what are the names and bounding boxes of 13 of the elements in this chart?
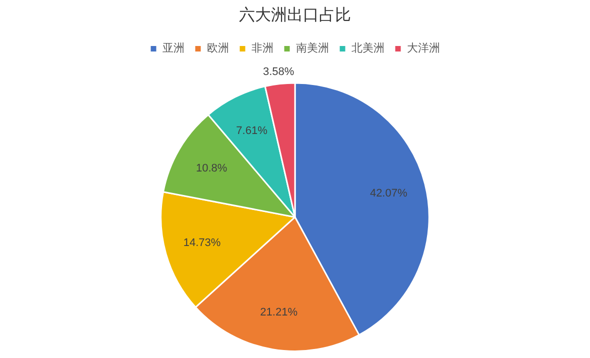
legend-label: 亚洲 [162,42,184,55]
data-label: 42.07% [370,187,408,200]
legend-label: 大洋洲 [407,42,440,55]
legend-label: 南美洲 [296,42,329,55]
data-label: 7.61% [236,124,268,137]
legend-label: 非洲 [252,42,274,55]
data-label: 10.8% [196,162,228,174]
legend-label: 欧洲 [207,42,229,55]
data-label: 14.73% [183,237,221,250]
chart-title: 六大洲出口占比 [239,4,351,24]
data-label: 21.21% [260,306,298,318]
legend-label: 北美洲 [352,42,384,55]
data-label: 3.58% [262,66,294,78]
